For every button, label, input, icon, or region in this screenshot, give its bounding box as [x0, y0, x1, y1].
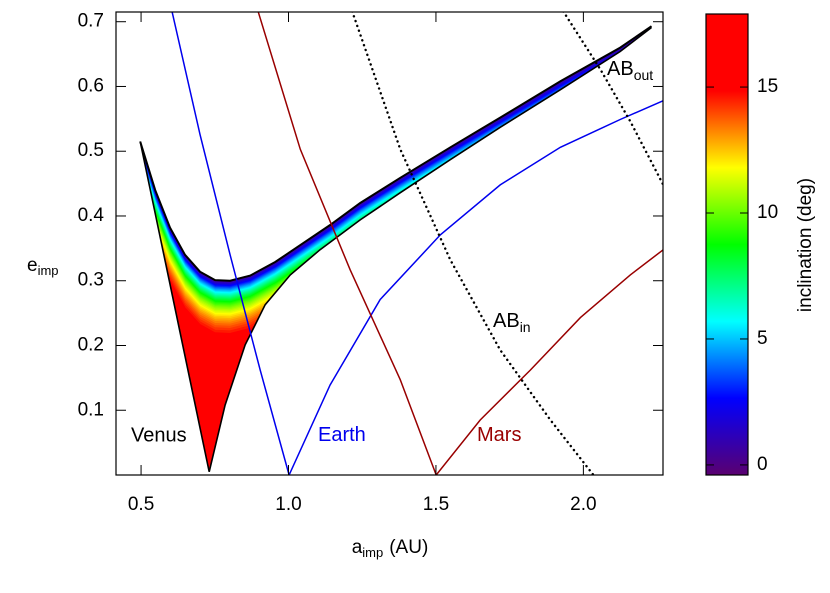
- curve-label-sub: in: [520, 319, 531, 335]
- curve-label-name: Earth: [318, 424, 366, 446]
- curve: [171, 12, 663, 475]
- curve: [257, 12, 663, 475]
- curve-label: Mars: [477, 424, 521, 446]
- x-tick-label: 1.0: [275, 494, 301, 515]
- x-tick-label: 0.5: [128, 494, 154, 515]
- colorbar: [705, 13, 749, 476]
- curve-label: Earth: [318, 424, 366, 446]
- x-label-rest: (AU): [389, 537, 428, 558]
- curve-label-name: Mars: [477, 424, 521, 446]
- y-axis-label: eimp: [27, 255, 59, 278]
- region-left-edge: [139, 141, 210, 472]
- region-label: Venus: [131, 424, 187, 446]
- curve-label-sub: out: [634, 67, 654, 83]
- x-label-main: a: [352, 537, 363, 558]
- y-label-main: e: [27, 255, 38, 276]
- y-tick-label: 0.3: [78, 270, 104, 291]
- region-lower-edge: [208, 26, 652, 472]
- colorbar-tick-label: 0: [757, 454, 768, 475]
- y-tick-label: 0.2: [78, 335, 104, 356]
- curve: [562, 12, 663, 187]
- y-tick-label: 0.5: [78, 140, 104, 161]
- colorbar-label: inclination (deg): [795, 178, 816, 312]
- x-label-sub: imp: [362, 545, 383, 560]
- y-label-sub: imp: [38, 263, 59, 278]
- venus-region: [140, 26, 652, 472]
- x-tick-label: 2.0: [570, 494, 596, 515]
- x-tick-label: 1.5: [423, 494, 449, 515]
- y-tick-label: 0.4: [78, 205, 105, 226]
- y-tick-label: 0.1: [78, 399, 104, 420]
- colorbar-tick-label: 5: [757, 328, 768, 349]
- region-upper-edge: [139, 25, 653, 282]
- plot-frame: [115, 11, 664, 476]
- curve-label-name: AB: [607, 58, 634, 80]
- colorbar-tick-label: 15: [757, 76, 778, 97]
- curve: [351, 12, 595, 475]
- series-group: [171, 12, 663, 475]
- curve-label-name: AB: [493, 310, 520, 332]
- x-axis-label: aimp (AU): [352, 537, 429, 560]
- colorbar-tick-label: 10: [757, 202, 778, 223]
- y-tick-label: 0.6: [78, 75, 104, 96]
- curve-label: ABout: [607, 58, 653, 82]
- curve-label: ABin: [493, 310, 531, 334]
- y-tick-label: 0.7: [78, 11, 104, 32]
